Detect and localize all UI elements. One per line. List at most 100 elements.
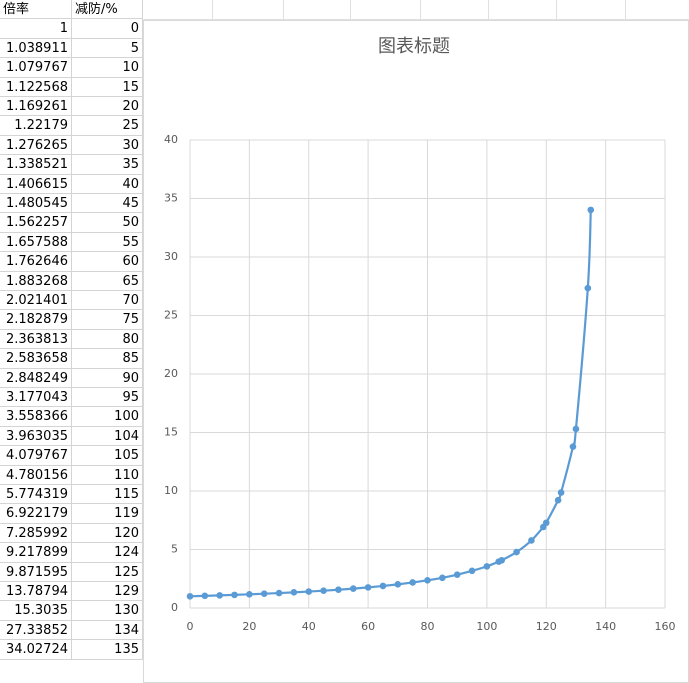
data-point — [349, 585, 357, 592]
data-point — [379, 582, 387, 590]
table-cell: 2.182879 — [0, 310, 72, 330]
table-cell: 1.338521 — [0, 155, 72, 175]
table-cell: 115 — [72, 485, 143, 505]
table-cell: 119 — [72, 504, 143, 524]
x-tick-label: 80 — [421, 620, 435, 633]
data-point — [587, 206, 595, 214]
data-point — [409, 579, 416, 586]
table-cell: 1.480545 — [0, 194, 72, 214]
table-cell: 75 — [72, 310, 143, 330]
data-point — [335, 586, 342, 594]
table-cell: 1.22179 — [0, 116, 72, 136]
table-cell: 2.848249 — [0, 368, 72, 388]
table-cell: 13.78794 — [0, 582, 72, 602]
data-point — [542, 519, 550, 527]
table-cell: 27.33852 — [0, 620, 72, 641]
table-cell: 85 — [72, 349, 143, 369]
chart: 图表标题 0 5 10 15 20 25 30 35 40 0 20 40 60 80 100 120 140 1… — [143, 20, 689, 683]
data-point — [483, 563, 491, 570]
data-point — [186, 593, 194, 600]
table-cell: 5.774319 — [0, 485, 72, 505]
data-point — [557, 489, 565, 496]
x-tick-label: 140 — [595, 620, 616, 633]
table-cell: 7.285992 — [0, 523, 72, 544]
table-cell: 135 — [72, 640, 143, 660]
chart-title: 图表标题 — [378, 36, 450, 57]
table-cell: 1.276265 — [0, 135, 72, 156]
table-cell: 1.657588 — [0, 232, 72, 253]
table-cell: 80 — [72, 329, 143, 350]
data-point — [246, 591, 253, 598]
table-cell: 1.562257 — [0, 213, 72, 233]
table-cell: 110 — [72, 465, 143, 485]
data-point — [572, 425, 580, 433]
table-cell: 1.406615 — [0, 174, 72, 194]
data-point — [364, 584, 372, 591]
x-tick-label: 40 — [302, 620, 316, 633]
table-cell: 3.558366 — [0, 407, 72, 427]
table-cell: 2.021401 — [0, 291, 72, 311]
table-cell: 1.122568 — [0, 77, 72, 97]
y-tick-label: 35 — [164, 192, 178, 205]
table-cell: 35 — [72, 155, 143, 175]
table-cell: 9.871595 — [0, 562, 72, 582]
data-point — [569, 443, 577, 450]
x-tick-label: 120 — [536, 620, 557, 633]
table-cell: 50 — [72, 213, 143, 233]
data-point — [260, 590, 268, 598]
table-cell: 1.079767 — [0, 58, 72, 78]
table-cell: 1.762646 — [0, 252, 72, 272]
table-cell: 70 — [72, 291, 143, 311]
y-tick-label: 30 — [164, 250, 178, 263]
table-cell: 1 — [0, 19, 72, 39]
table-cell: 124 — [72, 543, 143, 563]
table-cell: 10 — [72, 58, 143, 78]
table-cell: 1.169261 — [0, 97, 72, 117]
data-point — [394, 581, 402, 588]
table-cell: 34.02724 — [0, 640, 72, 660]
table-cell: 5 — [72, 38, 143, 59]
data-point — [216, 592, 223, 599]
table-cell: 120 — [72, 523, 143, 544]
header-cell: 倍率 — [0, 0, 72, 20]
data-point — [528, 537, 535, 544]
table-cell: 100 — [72, 407, 143, 427]
y-tick-label: 15 — [164, 426, 178, 439]
y-tick-label: 20 — [164, 367, 178, 380]
x-tick-label: 160 — [655, 620, 676, 633]
x-tick-label: 20 — [242, 620, 256, 633]
data-point — [305, 588, 313, 595]
table-cell: 60 — [72, 252, 143, 272]
data-point — [424, 577, 431, 584]
data-point — [320, 587, 327, 594]
table-cell: 130 — [72, 601, 143, 621]
table-cell: 1.883268 — [0, 271, 72, 291]
table-cell: 1.038911 — [0, 38, 72, 59]
table-cell: 4.780156 — [0, 465, 72, 485]
data-point — [275, 589, 283, 597]
table-cell: 40 — [72, 174, 143, 194]
table-cell: 30 — [72, 135, 143, 156]
table-cell: 0 — [72, 19, 143, 39]
table-cell: 6.922179 — [0, 504, 72, 524]
data-point — [439, 574, 446, 582]
table-cell: 129 — [72, 582, 143, 602]
table-cell: 90 — [72, 368, 143, 388]
x-tick-label: 0 — [187, 620, 194, 633]
data-point — [231, 591, 238, 599]
table-cell: 55 — [72, 232, 143, 253]
table-cell: 25 — [72, 116, 143, 136]
table-cell: 2.583658 — [0, 349, 72, 369]
header-cell: 减防/% — [72, 0, 143, 20]
chart-border — [143, 20, 689, 683]
table-cell: 9.217899 — [0, 543, 72, 563]
table-cell: 125 — [72, 562, 143, 582]
table-cell: 104 — [72, 426, 143, 447]
y-tick-label: 0 — [171, 601, 178, 614]
table-cell: 3.963035 — [0, 426, 72, 447]
table-cell: 2.363813 — [0, 329, 72, 350]
y-tick-label: 5 — [171, 543, 178, 556]
table-cell: 105 — [72, 446, 143, 466]
x-tick-label: 100 — [476, 620, 497, 633]
